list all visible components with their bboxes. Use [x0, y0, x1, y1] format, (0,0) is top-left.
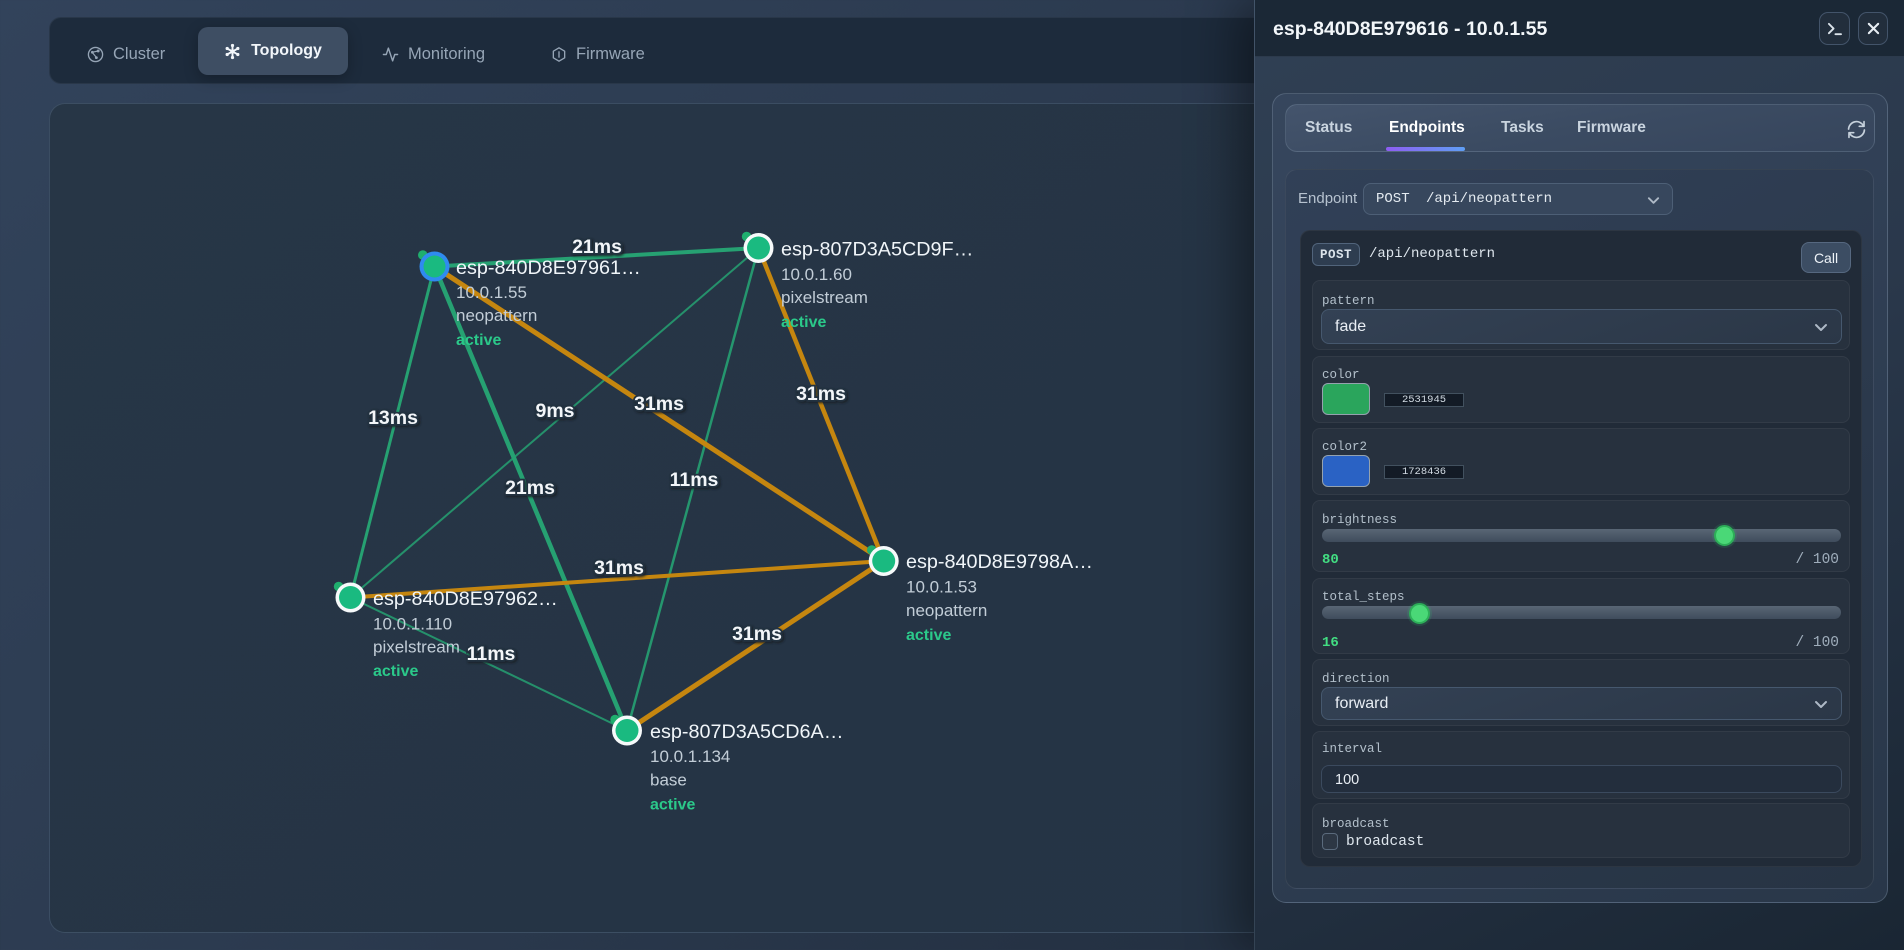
svg-text:esp-807D3A5CD9F…: esp-807D3A5CD9F…	[781, 239, 973, 261]
svg-text:esp-840D8E9798A…: esp-840D8E9798A…	[906, 551, 1093, 573]
svg-text:esp-807D3A5CD6A…: esp-807D3A5CD6A…	[650, 721, 844, 743]
svg-text:13ms: 13ms	[368, 407, 418, 429]
svg-text:active: active	[906, 627, 951, 644]
svg-text:neopattern: neopattern	[906, 601, 987, 620]
svg-text:31ms: 31ms	[732, 623, 782, 645]
svg-text:10.0.1.110: 10.0.1.110	[373, 615, 452, 634]
svg-text:esp-840D8E97962…: esp-840D8E97962…	[373, 588, 558, 610]
svg-text:active: active	[373, 663, 418, 680]
svg-text:9ms: 9ms	[535, 400, 574, 422]
svg-text:pixelstream: pixelstream	[373, 638, 460, 657]
svg-text:31ms: 31ms	[796, 383, 846, 405]
svg-text:active: active	[456, 332, 501, 349]
svg-text:21ms: 21ms	[505, 477, 555, 499]
svg-text:31ms: 31ms	[634, 393, 684, 415]
svg-text:11ms: 11ms	[467, 643, 516, 665]
svg-text:10.0.1.53: 10.0.1.53	[906, 578, 977, 597]
svg-text:neopattern: neopattern	[456, 306, 537, 325]
svg-text:active: active	[781, 314, 826, 331]
svg-text:31ms: 31ms	[594, 557, 644, 579]
svg-text:pixelstream: pixelstream	[781, 288, 868, 307]
svg-text:10.0.1.60: 10.0.1.60	[781, 265, 852, 284]
svg-text:active: active	[650, 797, 695, 814]
svg-text:10.0.1.55: 10.0.1.55	[456, 283, 527, 302]
svg-text:10.0.1.134: 10.0.1.134	[650, 747, 730, 766]
svg-text:11ms: 11ms	[670, 469, 719, 491]
svg-text:esp-840D8E97961…: esp-840D8E97961…	[456, 257, 641, 279]
svg-text:base: base	[650, 771, 687, 790]
svg-text:21ms: 21ms	[572, 236, 622, 258]
